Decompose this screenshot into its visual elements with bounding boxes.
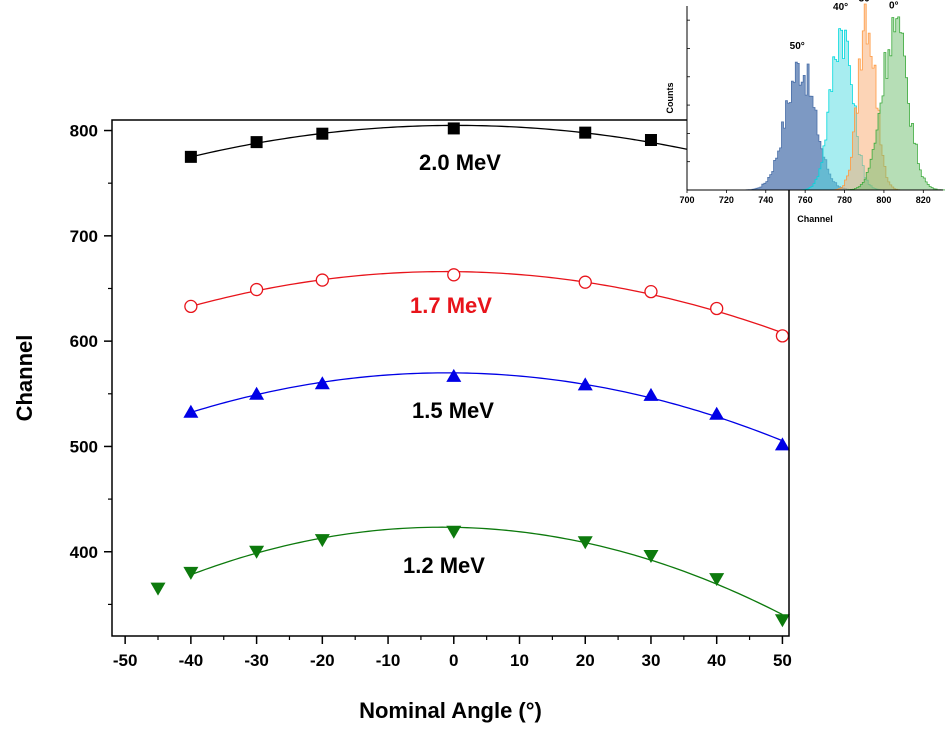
x-tick-label: 30 [642, 651, 661, 670]
fit-curve [190, 372, 783, 442]
series-label: 1.2 MeV [403, 553, 485, 578]
data-point [643, 387, 659, 401]
inset-peak-label: 50° [790, 41, 805, 52]
y-tick-label: 500 [70, 437, 98, 456]
inset-x-tick-label: 720 [719, 195, 734, 205]
data-point [315, 273, 329, 287]
data-point [314, 534, 330, 548]
x-tick-label: 50 [773, 651, 792, 670]
data-point [249, 282, 264, 297]
inset-peak-label: 0° [889, 0, 899, 11]
data-point [579, 126, 592, 139]
y-axis-title: Channel [12, 335, 37, 422]
inset-peak-label: 40° [833, 2, 848, 13]
inset-x-tick-label: 800 [876, 195, 891, 205]
x-tick-label: 40 [707, 651, 726, 670]
fit-curve [190, 526, 783, 616]
inset-x-tick-label: 780 [837, 195, 852, 205]
y-axis: 400 500 600 700 800 Channel [12, 122, 112, 606]
series-1-2-mev: 1.2 MeV [150, 525, 790, 628]
x-tick-label: -40 [179, 651, 204, 670]
x-tick-label: -50 [113, 651, 138, 670]
x-tick-label: 0 [449, 651, 458, 670]
data-point [644, 134, 657, 147]
x-tick-label: -20 [310, 651, 335, 670]
data-point [774, 437, 790, 451]
data-point [644, 284, 658, 299]
y-tick-label: 800 [70, 122, 98, 141]
data-point [447, 122, 460, 135]
y-tick-label: 600 [70, 332, 98, 351]
data-point [314, 376, 330, 390]
series-label: 2.0 MeV [419, 150, 501, 175]
data-point [643, 549, 659, 563]
x-tick-label: -10 [376, 651, 401, 670]
data-point [183, 566, 199, 580]
data-point [184, 299, 198, 314]
main-plot: 2.0 MeV 1.7 MeV 1.5 MeV 1.2 MeV -50 -40 -30 -20… [12, 119, 792, 723]
plot-frame [111, 119, 790, 637]
inset-x-tick-label: 700 [679, 195, 694, 205]
inset-spectrum [842, 16, 945, 191]
y-tick-label: 700 [70, 227, 98, 246]
data-point [447, 268, 461, 282]
y-tick-label: 400 [70, 543, 98, 562]
series-1-5-mev: 1.5 MeV [183, 368, 790, 451]
series-1-7-mev: 1.7 MeV [184, 268, 790, 343]
data-point [709, 573, 725, 587]
x-axis-title: Nominal Angle (°) [359, 698, 542, 723]
data-point [249, 386, 265, 400]
inset-series: 0° [842, 0, 945, 191]
data-point [774, 614, 790, 628]
data-point [710, 301, 724, 316]
inset-y-title: Counts [665, 83, 675, 114]
x-tick-label: -30 [244, 651, 269, 670]
fit-curve [190, 270, 783, 334]
data-point [250, 136, 263, 149]
data-point [150, 582, 166, 596]
x-tick-label: 10 [510, 651, 529, 670]
x-axis: -50 -40 -30 -20 -10 0 10 20 30 40 50 Nominal Angle … [113, 636, 792, 723]
data-point [183, 404, 199, 418]
series-label: 1.5 MeV [412, 398, 494, 423]
data-point [184, 150, 197, 163]
x-tick-label: 20 [576, 651, 595, 670]
inset-x-tick-label: 820 [916, 195, 931, 205]
inset-x-tick-label: 740 [758, 195, 773, 205]
data-point [577, 536, 593, 550]
inset-peak-label: 30° [859, 0, 874, 4]
data-point [316, 127, 329, 140]
data-point [446, 368, 462, 382]
fit-curve [190, 124, 783, 174]
data-point [775, 329, 790, 343]
data-point [578, 275, 592, 289]
data-point [446, 525, 462, 539]
series-label: 1.7 MeV [410, 293, 492, 318]
inset-x-title: Channel [797, 214, 833, 224]
inset-plot: 50° 40° 30° 0° 700 720 740 760 780 800 820 Channel C… [665, 0, 945, 224]
data-point [577, 377, 593, 391]
data-point [709, 406, 725, 420]
data-point [249, 545, 265, 559]
inset-x-tick-label: 760 [798, 195, 813, 205]
